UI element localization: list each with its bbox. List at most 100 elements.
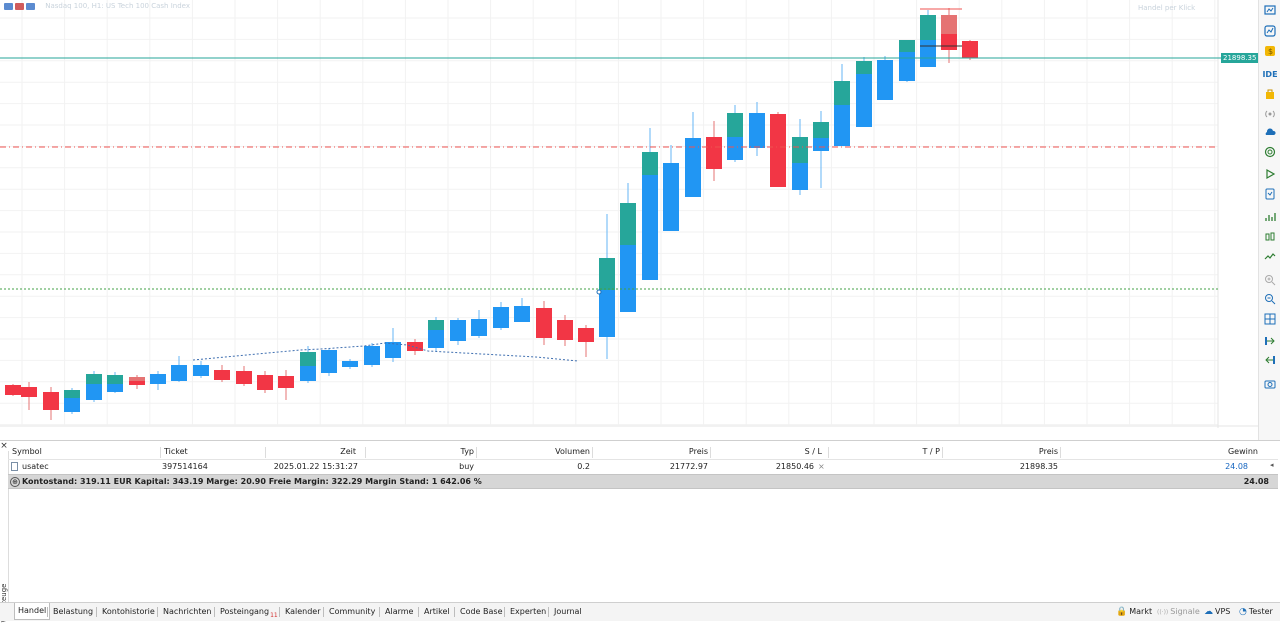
col-header-zeit[interactable]: Zeit — [340, 447, 356, 456]
position-tp[interactable] — [834, 460, 940, 474]
candle-body — [749, 113, 765, 148]
remove-sl-icon[interactable]: × — [818, 462, 825, 471]
col-header-preis[interactable]: Preis — [688, 447, 708, 456]
candle-body — [578, 328, 594, 342]
col-header-symbol[interactable]: Symbol — [12, 447, 42, 456]
col-header-tp[interactable]: T / P — [922, 447, 941, 456]
candle-body — [428, 320, 444, 330]
one-click-trading-flags[interactable] — [4, 2, 37, 10]
tab-journal[interactable]: Journal — [551, 605, 585, 619]
tab-experten[interactable]: Experten — [507, 605, 549, 619]
tester-icon: ◔ — [1239, 607, 1247, 617]
candle-body — [536, 308, 552, 338]
tab-alarme[interactable]: Alarme — [382, 605, 416, 619]
tab-belastung[interactable]: Belastung — [50, 605, 96, 619]
tab-kontohistorie[interactable]: Kontohistorie — [99, 605, 158, 619]
candle-body — [792, 137, 808, 163]
position-zeit: 2025.01.22 15:31:27 — [273, 462, 358, 471]
candle-body — [642, 175, 658, 280]
candle-body — [663, 163, 679, 231]
candle-body — [364, 346, 380, 365]
shift-icon[interactable] — [1262, 352, 1278, 368]
price-chart[interactable] — [0, 0, 1258, 438]
tab-handel[interactable]: Handel — [14, 603, 51, 620]
col-header-ticket[interactable]: Ticket — [164, 447, 188, 456]
col-header-typ[interactable]: Typ — [460, 447, 474, 456]
tab-community[interactable]: Community — [326, 605, 378, 619]
chart-icon[interactable] — [1262, 23, 1278, 39]
position-sl[interactable]: 21850.46 — [775, 462, 814, 471]
zoom-in-icon[interactable] — [1262, 272, 1278, 288]
market-watch-icon[interactable] — [1262, 2, 1278, 18]
globe-icon[interactable] — [1262, 144, 1278, 160]
candle-body — [620, 245, 636, 312]
bag-icon[interactable] — [1262, 86, 1278, 102]
summary-expand-icon[interactable]: ⊕ — [10, 477, 20, 487]
line-icon[interactable] — [1262, 249, 1278, 265]
status-label: VPS — [1215, 607, 1231, 616]
candle-body — [450, 320, 466, 341]
candle-body — [385, 342, 401, 358]
ide-icon[interactable]: IDE — [1262, 69, 1278, 79]
position-row[interactable]: usatec 397514164 2025.01.22 15:31:27 buy… — [8, 460, 1278, 474]
tab-posteingang[interactable]: Posteingang11 — [217, 605, 281, 619]
col-header-sl[interactable]: S / L — [804, 447, 822, 456]
tab-kalender[interactable]: Kalender — [282, 605, 324, 619]
toolbox-side-strip: Werkzeuge — [0, 451, 9, 622]
candle-body — [43, 392, 59, 410]
trade-history-line — [192, 342, 579, 362]
coin-icon[interactable]: $ — [1262, 43, 1278, 59]
account-summary-text: Kontostand: 319.11 EUR Kapital: 343.19 M… — [22, 477, 482, 486]
close-icon[interactable]: × — [0, 441, 8, 451]
status-label: Tester — [1248, 607, 1273, 616]
position-gewinn: 24.08 — [1225, 462, 1248, 471]
tab-nachrichten[interactable]: Nachrichten — [160, 605, 214, 619]
position-typ: buy — [459, 462, 474, 471]
grid-icon[interactable] — [1262, 311, 1278, 327]
col-header-gewinn[interactable]: Gewinn — [1227, 447, 1258, 456]
status-markt[interactable]: 🔒 Markt — [1116, 605, 1152, 619]
candle-body — [856, 74, 872, 127]
right-toolbar: $ IDE — [1258, 0, 1280, 440]
market-icon: 🔒 — [1116, 607, 1128, 617]
candle-body — [471, 319, 487, 336]
chart-header-right: Handel per Klick — [1138, 4, 1196, 12]
candle-body — [642, 152, 658, 175]
play-icon[interactable] — [1262, 166, 1278, 182]
cloud-icon[interactable] — [1262, 124, 1278, 140]
candle-body — [86, 374, 102, 384]
signal-icon: ((·)) — [1157, 609, 1169, 616]
candle-body — [920, 40, 936, 67]
candle-body — [834, 105, 850, 146]
candle-body — [129, 377, 145, 381]
candle-body — [321, 350, 337, 373]
status-signale[interactable]: ((·)) Signale — [1157, 605, 1200, 619]
tab-artikel[interactable]: Artikel — [421, 605, 453, 619]
status-tester[interactable]: ◔ Tester — [1239, 605, 1273, 619]
position-preis-current: 21898.35 — [1019, 462, 1058, 471]
scroll-icon[interactable] — [1262, 333, 1278, 349]
current-price-tag: 21898.35 — [1221, 53, 1259, 63]
chart-area[interactable]: Nasdaq 100, H1: US Tech 100 Cash Index H… — [0, 0, 1259, 438]
candle-body — [86, 384, 102, 400]
col-header-preis-current[interactable]: Preis — [1038, 447, 1058, 456]
screenshot-icon[interactable] — [1262, 376, 1278, 392]
tester-icon[interactable] — [1262, 186, 1278, 202]
candle-body — [770, 114, 786, 187]
tab-code-base[interactable]: Code Base — [457, 605, 506, 619]
zoom-out-icon[interactable] — [1262, 291, 1278, 307]
status-vps[interactable]: ☁ VPS — [1204, 605, 1230, 619]
candle-body — [899, 40, 915, 52]
tab-badge: 11 — [270, 611, 278, 619]
candle-body — [428, 330, 444, 348]
candle-body — [300, 366, 316, 381]
close-position-icon[interactable]: ◂ — [1270, 461, 1274, 469]
signal-icon[interactable] — [1262, 106, 1278, 122]
tab-label: Community — [329, 607, 376, 616]
positions-table-header: Symbol Ticket Zeit Typ Volumen Preis S /… — [8, 445, 1278, 460]
candle-body — [941, 34, 957, 50]
algo-icon[interactable] — [1262, 209, 1278, 225]
col-header-volumen[interactable]: Volumen — [555, 447, 590, 456]
candle-body — [107, 384, 123, 392]
candles-icon[interactable] — [1262, 229, 1278, 245]
